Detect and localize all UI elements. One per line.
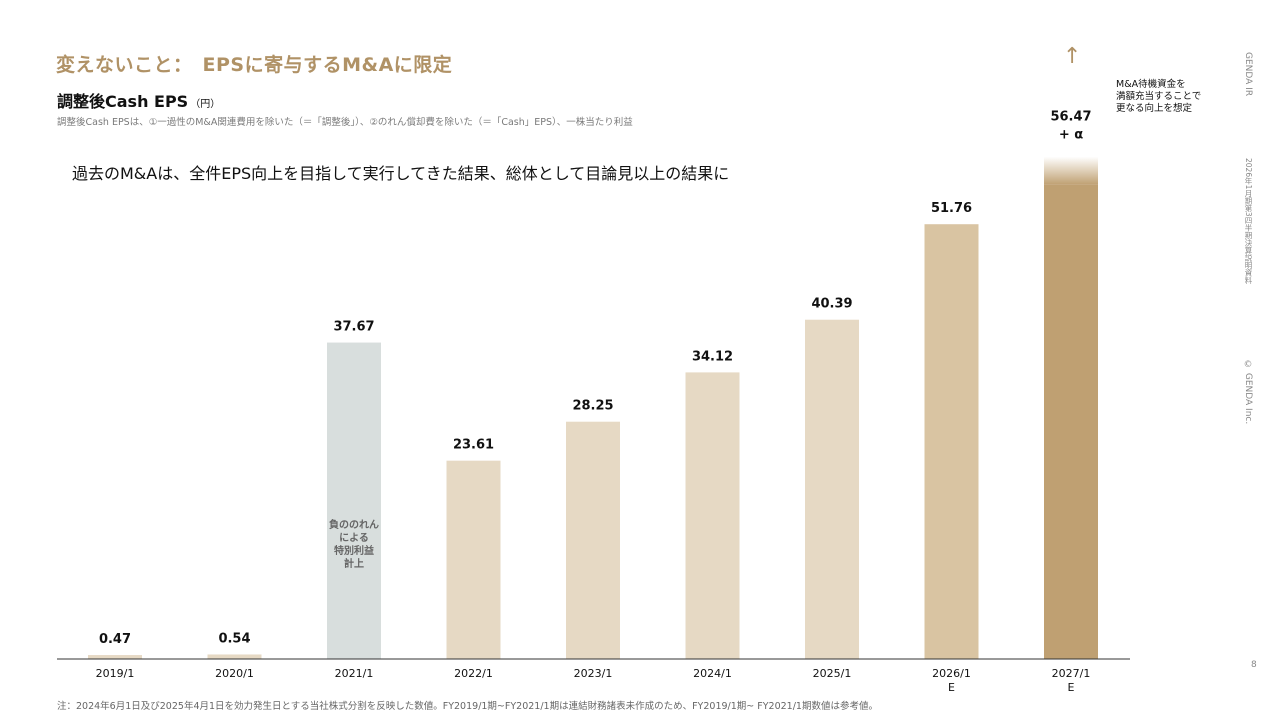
bar-2022/1	[446, 460, 501, 659]
value-label-4: 28.25	[572, 399, 613, 414]
definition-note: 調整後Cash EPSは、①一過性のM&A関連費用を除いた（＝「調整後」）、②の…	[57, 117, 633, 128]
tick-label-6: 2025/1	[813, 667, 852, 680]
chart-subtitle: 調整後Cash EPS （円）	[57, 88, 220, 112]
bar-2027/1-E	[1044, 184, 1098, 660]
subtitle-unit: （円）	[190, 99, 221, 110]
tick-label-2: 2021/1	[335, 667, 374, 680]
bar-2020/1	[207, 654, 262, 659]
tick-label-7: 2026/1 E	[932, 667, 971, 694]
tick-label-0: 2019/1	[96, 667, 135, 680]
bar-2025/1	[805, 319, 859, 659]
bar-2021/1	[327, 342, 381, 659]
value-label-7: 51.76	[931, 201, 972, 216]
value-label-5: 34.12	[692, 349, 733, 364]
side-brand: GENDA IR	[1243, 52, 1253, 97]
up-arrow-icon: ↑	[1063, 44, 1082, 69]
page-title: 変えないこと： EPSに寄与するM&Aに限定	[56, 54, 453, 76]
key-message: 過去のM&Aは、全件EPS向上を目指して実行してきた結果、総体として目論見以上の…	[72, 164, 730, 183]
bar-2019/1	[88, 655, 142, 659]
bar-2026/1-E	[924, 224, 979, 659]
subtitle-text: 調整後Cash EPS	[57, 92, 189, 111]
tick-label-4: 2023/1	[574, 667, 613, 680]
page-number: 8	[1251, 660, 1257, 670]
side-report-title: 2026年1月期第3四半期決算説明資料	[1244, 158, 1253, 285]
side-copyright: © GENDA Inc.	[1243, 360, 1253, 425]
bar-upside-fade	[1044, 156, 1098, 185]
value-label-3: 23.61	[453, 438, 494, 453]
tick-label-1: 2020/1	[215, 667, 254, 680]
value-label-2: 37.67	[333, 320, 374, 335]
footnote: 注：2024年6月1日及び2025年4月1日を効力発生日とする当社株式分割を反映…	[57, 701, 878, 712]
value-label-8: 56.47 + α	[1050, 110, 1091, 143]
bar-2023/1	[566, 421, 620, 659]
value-label-6: 40.39	[811, 297, 852, 312]
tick-label-8: 2027/1 E	[1052, 667, 1091, 694]
value-label-0: 0.47	[99, 632, 131, 647]
value-label-1: 0.54	[218, 631, 250, 646]
bar-2024/1	[685, 372, 740, 659]
tick-label-5: 2024/1	[693, 667, 732, 680]
tick-label-3: 2022/1	[454, 667, 493, 680]
upside-annotation: M&A待機資金を 満額充当することで 更なる向上を想定	[1116, 79, 1202, 114]
bar-note-2: 負ののれんによる特別利益計上	[329, 518, 379, 570]
